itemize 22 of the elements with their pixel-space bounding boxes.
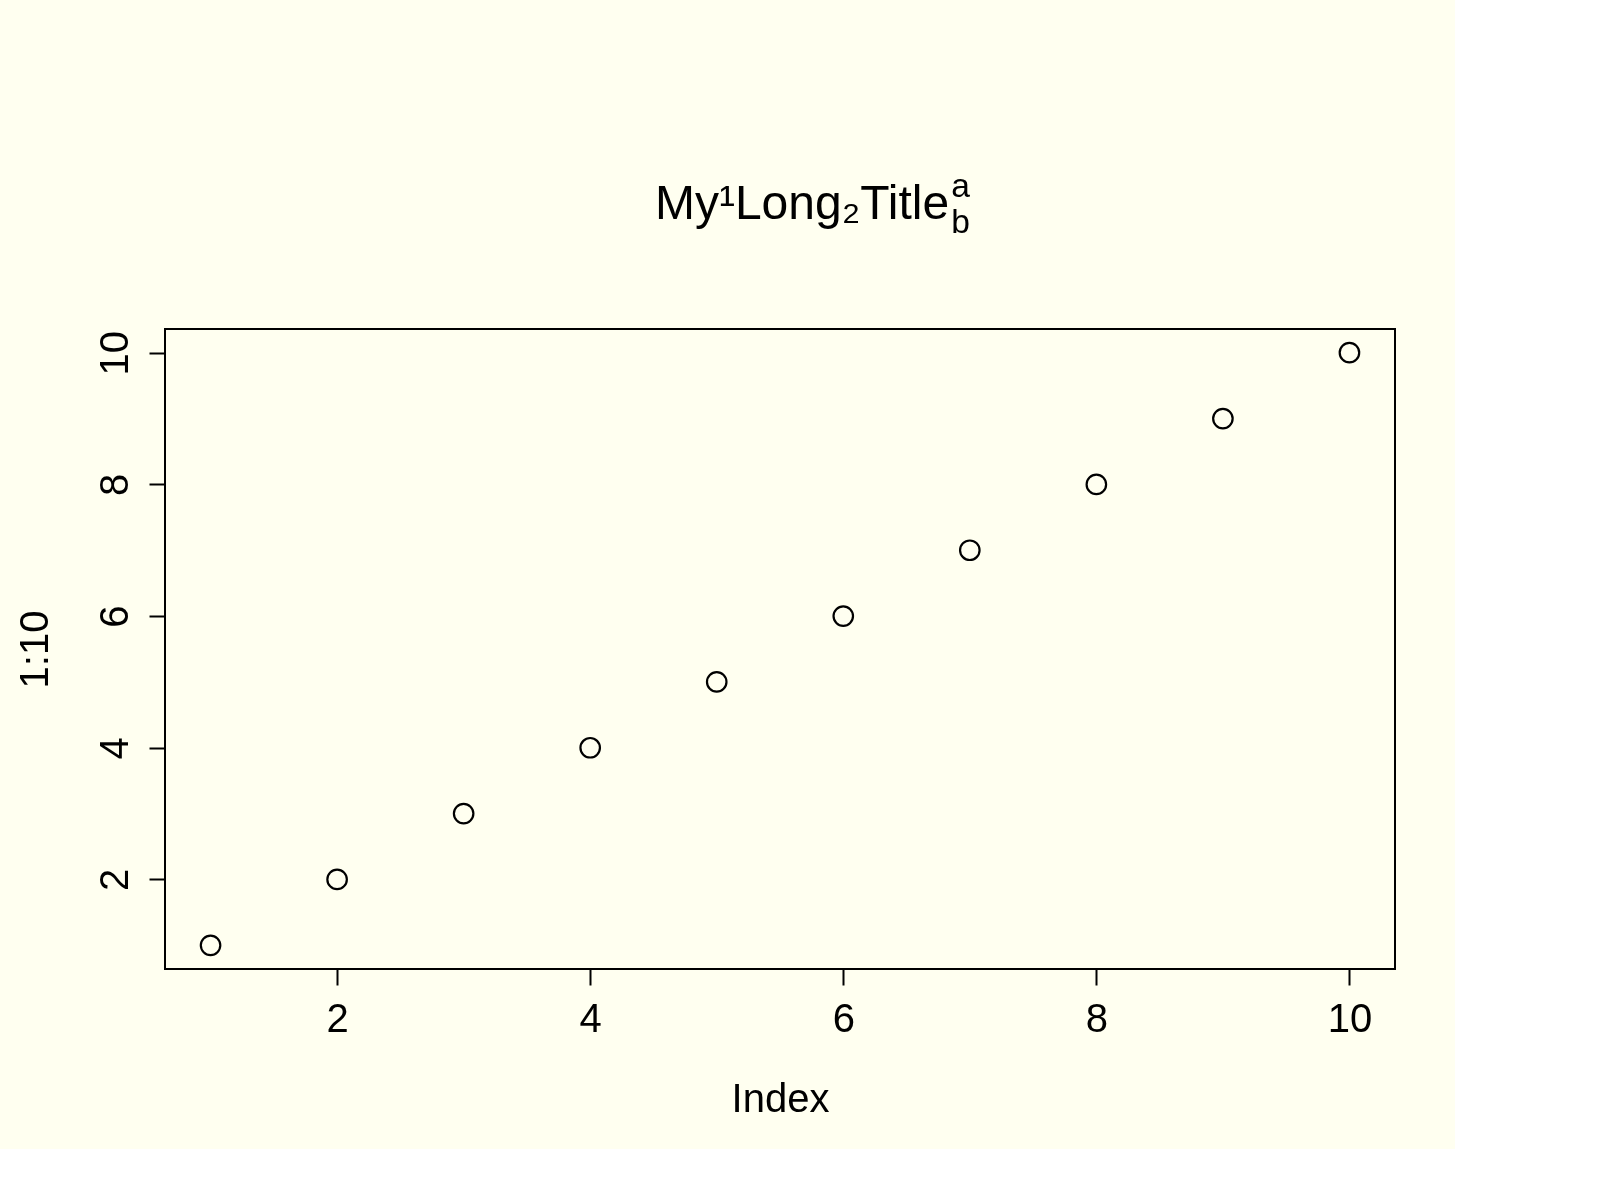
x-tick-label: 8: [1085, 995, 1108, 1040]
point: [579, 736, 602, 759]
point: [452, 802, 475, 825]
point: [832, 605, 855, 627]
y-tick-label: 4: [91, 737, 136, 760]
y-tick-label: 10: [91, 330, 136, 376]
point: [1338, 341, 1361, 364]
x-axis-title: Index: [731, 1075, 830, 1120]
x-tick-label: 10: [1327, 995, 1373, 1040]
point: [958, 539, 981, 562]
x-tick-label: 2: [326, 995, 349, 1040]
point: [1085, 473, 1108, 496]
y-tick-label: 6: [91, 605, 136, 628]
x-tick-label: 6: [832, 995, 855, 1040]
point: [705, 671, 728, 693]
y-axis-title: 1:10: [11, 610, 56, 689]
y-tick-label: 8: [91, 473, 136, 497]
point: [199, 934, 222, 957]
x-tick-label: 4: [579, 995, 602, 1040]
point: [326, 868, 348, 891]
y-tick-label: 2: [91, 868, 136, 892]
point: [1212, 407, 1234, 430]
